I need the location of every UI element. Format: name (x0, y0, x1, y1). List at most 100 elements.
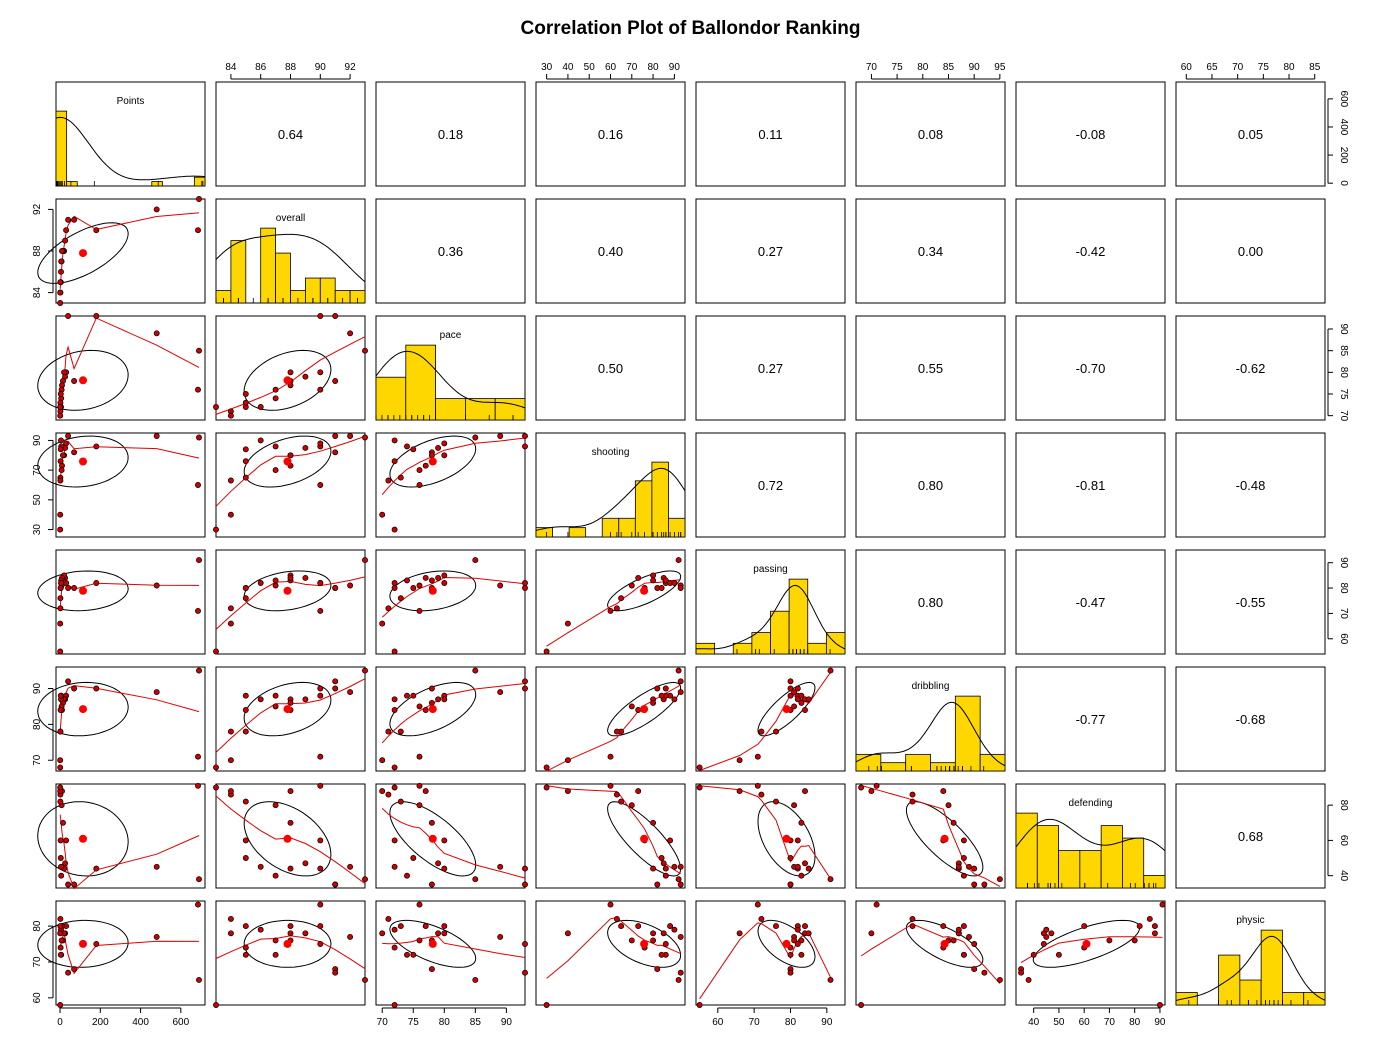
data-point (441, 930, 448, 937)
panel-frame (1015, 315, 1166, 421)
data-point (287, 930, 294, 937)
tick-label: 50 (32, 494, 43, 506)
correlation-ellipse (37, 349, 129, 411)
data-point (195, 482, 201, 488)
tick-label: 75 (892, 62, 904, 73)
y-axis-shooting: 30 50 70 90 (32, 434, 54, 535)
tick-label: 60 (1338, 633, 1349, 645)
data-point (385, 728, 392, 735)
tick-label: 95 (994, 62, 1006, 73)
data-point (1151, 930, 1158, 937)
correlation-ellipse (37, 801, 129, 877)
panel-dribbling-physic: -0.68 (1175, 666, 1326, 772)
data-point (805, 930, 812, 937)
data-point (873, 782, 880, 789)
correlation-value: 0.08 (918, 127, 943, 142)
data-point (428, 452, 435, 459)
data-point (57, 923, 64, 930)
tick-label: 70 (1104, 1017, 1116, 1028)
panel-frame (1175, 315, 1326, 421)
data-point (660, 930, 667, 937)
histogram-bar (55, 110, 68, 187)
correlation-ellipse (389, 801, 477, 877)
panel-frame (215, 549, 366, 655)
correlation-value: 0.11 (758, 127, 782, 142)
tick-label: 90 (1154, 1017, 1166, 1028)
density-curve (1175, 935, 1326, 1001)
mean-point (782, 939, 791, 948)
data-point (391, 437, 398, 444)
data-point (397, 798, 404, 805)
data-point (57, 757, 64, 764)
panel-frame (855, 549, 1006, 655)
tick-label: 200 (1338, 147, 1349, 164)
data-point (618, 798, 625, 805)
data-point (57, 951, 64, 958)
data-point (347, 689, 354, 696)
data-point (195, 386, 201, 393)
correlation-value: 0.72 (758, 478, 783, 493)
tick-label: 50 (584, 62, 596, 73)
data-point (287, 452, 294, 459)
histogram-bar (1143, 875, 1166, 889)
data-point (397, 474, 404, 481)
panel-shooting-dribbling: 0.80 (855, 432, 1006, 538)
panel-pace-overall (213, 313, 368, 421)
data-point (950, 819, 957, 826)
tick-label: 75 (1258, 62, 1270, 73)
mean-point (283, 376, 292, 385)
data-point (242, 798, 249, 805)
data-point (347, 933, 354, 940)
data-point (227, 788, 234, 795)
panel-frame (55, 315, 206, 421)
panel-passing-physic: -0.55 (1175, 549, 1326, 655)
histogram-bar (230, 240, 247, 304)
data-point (71, 216, 78, 223)
correlation-value: 0.55 (918, 361, 943, 376)
data-point (522, 433, 528, 439)
data-point (404, 692, 410, 699)
data-point (272, 577, 279, 584)
data-point (153, 433, 160, 439)
data-point (195, 782, 201, 789)
data-point (332, 313, 339, 319)
panel-frame (215, 783, 366, 889)
data-point (242, 391, 249, 397)
lowess-line (546, 785, 681, 875)
data-point (628, 802, 635, 809)
data-point (272, 692, 279, 699)
mean-point (640, 834, 649, 843)
histogram-bar (275, 252, 291, 304)
data-point (317, 685, 324, 692)
panel-frame (855, 783, 1006, 889)
data-point (332, 433, 339, 439)
data-point (955, 926, 962, 933)
data-point (497, 863, 504, 870)
panel-frame (855, 81, 1006, 187)
panel-frame (375, 900, 526, 1006)
data-point (441, 923, 448, 930)
tick-label: 90 (32, 683, 43, 695)
data-point (564, 930, 571, 937)
data-point (435, 574, 442, 581)
tick-label: 80 (1283, 62, 1295, 73)
data-point (497, 933, 504, 940)
data-point (227, 915, 234, 922)
panel-frame (375, 549, 526, 655)
lowess-line (860, 785, 1001, 887)
data-point (196, 667, 202, 674)
data-point (242, 474, 249, 481)
data-point (362, 876, 368, 883)
data-point (63, 227, 70, 234)
tick-label: 80 (1338, 800, 1349, 812)
lowess-line (381, 437, 526, 496)
data-point (805, 696, 812, 703)
data-point (472, 434, 479, 441)
data-point (613, 915, 620, 922)
data-point (794, 696, 801, 703)
data-point (317, 440, 324, 447)
correlation-value: 0.40 (598, 244, 623, 259)
data-point (996, 876, 1003, 883)
correlation-value: -0.77 (1076, 712, 1106, 727)
